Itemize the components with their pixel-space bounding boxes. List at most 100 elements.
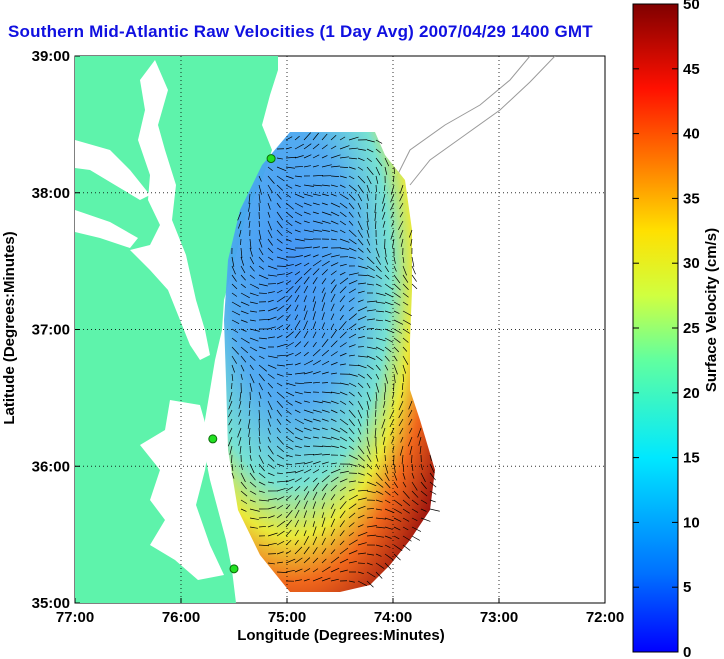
velocity-vector	[357, 282, 366, 285]
velocity-vector	[366, 309, 376, 312]
velocity-vector	[303, 535, 309, 546]
velocity-vector	[411, 283, 418, 290]
velocity-vector	[384, 274, 390, 280]
velocity-vector	[312, 536, 318, 546]
velocity-vector	[294, 276, 303, 285]
velocity-vector	[258, 175, 262, 182]
velocity-vector	[366, 445, 371, 455]
velocity-vector	[384, 544, 391, 549]
velocity-vector	[321, 144, 328, 150]
velocity-vector	[321, 338, 329, 348]
velocity-vector	[366, 148, 374, 153]
velocity-vector	[258, 220, 260, 228]
velocity-vector	[375, 508, 382, 511]
velocity-vector	[375, 526, 385, 529]
velocity-vector	[375, 175, 379, 184]
velocity-vector	[402, 544, 411, 551]
velocity-vector	[321, 548, 327, 555]
velocity-vector	[276, 400, 284, 408]
velocity-vector	[339, 445, 347, 450]
velocity-vector	[267, 307, 278, 312]
velocity-vector	[276, 418, 282, 425]
velocity-vector	[267, 274, 277, 277]
velocity-vector	[231, 319, 240, 325]
colorbar-tick-label: 5	[683, 579, 691, 596]
velocity-vector	[294, 211, 303, 217]
velocity-vector	[321, 577, 331, 582]
velocity-vector	[357, 552, 366, 555]
velocity-vector	[267, 391, 272, 398]
velocity-vector	[357, 220, 363, 231]
velocity-vector	[276, 445, 285, 453]
velocity-vector	[276, 343, 287, 348]
velocity-vector	[357, 211, 361, 218]
velocity-vector	[384, 553, 394, 561]
velocity-vector	[375, 382, 380, 393]
velocity-vector	[408, 229, 413, 238]
velocity-vector	[357, 256, 364, 261]
velocity-vector	[330, 468, 341, 474]
velocity-vector	[375, 517, 386, 520]
velocity-vector	[375, 481, 384, 488]
velocity-vector	[294, 529, 299, 537]
velocity-vector	[258, 256, 264, 263]
velocity-vector	[339, 156, 349, 159]
velocity-vector	[384, 373, 389, 384]
velocity-vector	[384, 337, 394, 343]
velocity-vector	[240, 472, 246, 483]
velocity-vector	[321, 483, 328, 492]
velocity-vector	[420, 472, 426, 483]
velocity-vector	[339, 540, 345, 546]
velocity-vector	[393, 553, 401, 561]
velocity-vector	[276, 265, 287, 267]
velocity-vector	[429, 481, 437, 488]
velocity-vector	[303, 510, 307, 519]
velocity-vector	[267, 291, 275, 294]
velocity-vector	[393, 517, 402, 522]
velocity-vector	[294, 238, 305, 242]
y-tick-label: 39:00	[32, 48, 70, 65]
velocity-vector	[339, 547, 349, 555]
velocity-vector	[420, 481, 427, 490]
velocity-vector	[312, 491, 318, 501]
velocity-vector	[400, 436, 404, 443]
velocity-vector	[366, 391, 371, 402]
velocity-vector	[303, 202, 312, 207]
velocity-vector	[366, 175, 372, 185]
velocity-vector	[375, 301, 385, 304]
velocity-vector	[258, 517, 268, 519]
velocity-vector	[312, 220, 323, 224]
velocity-vector	[285, 409, 292, 415]
velocity-vector	[366, 139, 375, 143]
velocity-vector	[267, 427, 271, 435]
velocity-vector	[258, 544, 269, 547]
velocity-vector	[357, 373, 366, 379]
velocity-vector	[348, 427, 355, 435]
velocity-vector	[267, 211, 271, 218]
velocity-vector	[348, 463, 358, 467]
velocity-vector	[231, 301, 241, 308]
velocity-vector	[374, 427, 377, 438]
velocity-vector	[330, 462, 337, 465]
velocity-vector	[276, 166, 287, 172]
velocity-vector	[321, 400, 331, 404]
velocity-vector	[276, 281, 284, 285]
velocity-vector	[240, 499, 248, 504]
velocity-vector	[294, 500, 301, 510]
velocity-vector	[339, 202, 348, 209]
velocity-vector	[285, 418, 291, 424]
velocity-vector	[411, 499, 419, 506]
velocity-vector	[339, 400, 347, 405]
velocity-vector	[348, 280, 358, 285]
velocity-vector	[348, 288, 356, 294]
velocity-vector	[312, 409, 322, 413]
velocity-vector	[321, 349, 330, 357]
velocity-vector	[294, 220, 302, 225]
velocity-vector	[312, 331, 317, 339]
velocity-vector	[400, 238, 404, 247]
velocity-vector	[258, 238, 263, 248]
velocity-vector	[366, 436, 370, 447]
velocity-vector	[398, 418, 404, 427]
velocity-vector	[303, 409, 314, 414]
velocity-vector	[276, 184, 284, 191]
